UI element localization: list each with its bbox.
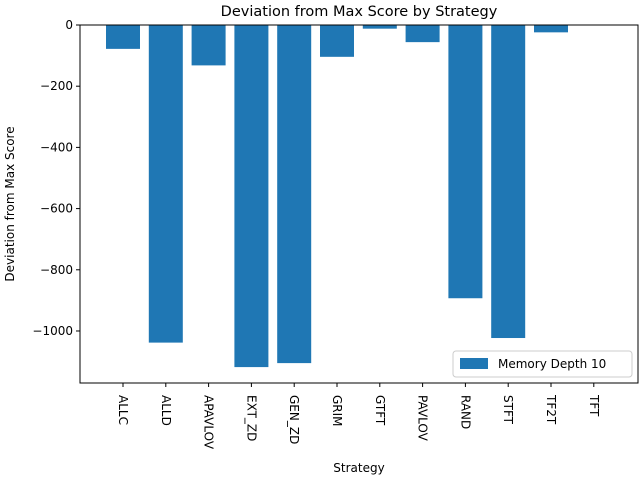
x-tick-label-tf2t: TF2T bbox=[544, 394, 558, 425]
x-tick-label-rand: RAND bbox=[458, 395, 472, 429]
bar-ext-zd bbox=[234, 25, 269, 368]
plot-frame bbox=[79, 24, 639, 384]
bar-alld bbox=[148, 25, 183, 343]
x-tick-label-alld: ALLD bbox=[159, 395, 173, 426]
x-tick-label-pavlov: PAVLOV bbox=[416, 395, 430, 442]
x-tick-label-grim: GRIM bbox=[330, 395, 344, 427]
y-tick-label: −200 bbox=[40, 79, 73, 93]
bars-group bbox=[106, 25, 568, 368]
x-axis-title: Strategy bbox=[333, 461, 384, 475]
legend-box bbox=[452, 350, 633, 378]
x-tick-label-allc: ALLC bbox=[116, 395, 130, 425]
bar-gen-zd bbox=[277, 25, 312, 364]
bar-stft bbox=[491, 25, 526, 339]
x-tick-label-ext-zd: EXT_ZD bbox=[244, 395, 258, 441]
bar-allc bbox=[106, 25, 140, 49]
bar-apavlov bbox=[191, 25, 226, 66]
legend-label: Memory Depth 10 bbox=[498, 357, 606, 371]
y-axis-title: Deviation from Max Score bbox=[3, 126, 17, 281]
y-ticks-group: 0 −200 −400 −600 −800 −1000 bbox=[32, 18, 80, 338]
x-tick-label-gtft: GTFT bbox=[373, 395, 387, 426]
legend-swatch bbox=[460, 358, 488, 369]
x-tick-label-gen-zd: GEN_ZD bbox=[287, 395, 301, 444]
x-tick-label-stft: STFT bbox=[501, 395, 515, 425]
x-tick-label-tft: TFT bbox=[587, 394, 601, 417]
bar-grim bbox=[320, 25, 354, 57]
legend: Memory Depth 10 bbox=[452, 350, 633, 378]
chart-title: Deviation from Max Score by Strategy bbox=[221, 4, 498, 20]
y-tick-label: −400 bbox=[40, 140, 73, 154]
y-tick-label: −1000 bbox=[32, 324, 73, 338]
x-tick-label-apavlov: APAVLOV bbox=[202, 395, 216, 450]
bar-tf2t bbox=[534, 25, 568, 33]
x-ticks-group: ALLC ALLD APAVLOV EXT_ZD GEN_ZD GRIM GTFT PAVLO… bbox=[116, 383, 601, 450]
bar-rand bbox=[448, 25, 483, 299]
y-tick-label: −600 bbox=[40, 202, 73, 216]
bar-pavlov bbox=[405, 25, 440, 43]
y-tick-label: 0 bbox=[65, 18, 73, 32]
y-tick-label: −800 bbox=[40, 263, 73, 277]
bar-gtft bbox=[362, 25, 397, 29]
